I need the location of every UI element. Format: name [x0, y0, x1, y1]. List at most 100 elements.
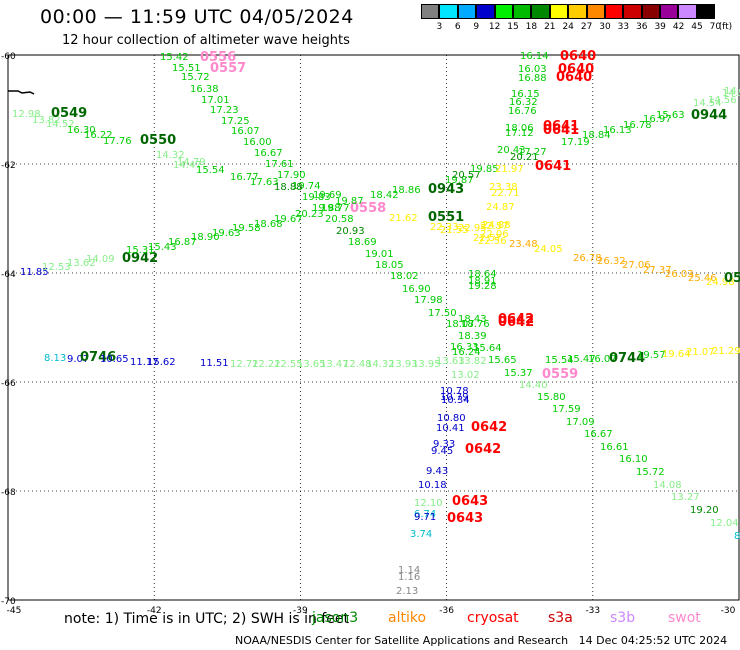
wave-height-label: 13.27 — [671, 492, 700, 503]
wave-height-label: 19.87 — [335, 196, 364, 207]
wave-height-label: 18.42 — [370, 190, 399, 201]
wave-height-label: 10.41 — [436, 423, 465, 434]
legend-swatch — [421, 4, 440, 19]
wave-height-label: 14.4 — [724, 86, 740, 97]
wave-height-label: 10.34 — [441, 395, 470, 406]
pass-time-label: 0640 — [556, 70, 592, 85]
wave-height-label: 8 — [734, 531, 740, 542]
legend-swatch — [586, 4, 605, 19]
wave-height-label: 15.43 — [148, 242, 177, 253]
wave-height-label: 24.88 — [482, 220, 511, 231]
pass-time-label: 0641 — [543, 119, 579, 134]
wave-height-label: 14.40 — [519, 380, 548, 391]
wave-height-label: 16.90 — [402, 284, 431, 295]
legend-swatch — [623, 4, 642, 19]
pass-time-label: 0556 — [200, 50, 236, 65]
wave-height-label: 16.07 — [231, 126, 260, 137]
wave-height-label: 17.25 — [221, 116, 250, 127]
pass-time-label: 0641 — [535, 159, 571, 174]
wave-height-label: 20.57 — [452, 170, 481, 181]
legend-swatch — [678, 4, 697, 19]
legend-label: 27 — [580, 22, 593, 32]
wave-height-label: 18.06 — [505, 123, 534, 134]
wave-height-label: 19.74 — [292, 181, 321, 192]
wave-height-label: 16.10 — [619, 454, 648, 465]
wave-height-label: 26.78 — [573, 253, 602, 264]
wave-height-label: 19.88 — [312, 203, 341, 214]
wave-height-label: 13.65 — [297, 359, 326, 370]
wave-height-label: 18.84 — [582, 130, 611, 141]
wave-height-label: 9.71 — [414, 512, 436, 523]
wave-height-label: 12.53 — [42, 262, 71, 273]
legend-label: 18 — [525, 22, 538, 32]
wave-height-label: 22.57 — [480, 221, 509, 232]
lon-tick-label: -33 — [585, 606, 600, 616]
wave-height-label: 14.32 — [366, 359, 395, 370]
wave-height-label: 15.72 — [636, 467, 665, 478]
map-frame — [7, 54, 740, 601]
wave-height-label: 17.90 — [277, 170, 306, 181]
wave-height-label: 20.43 — [497, 145, 526, 156]
legend-label: 33 — [617, 22, 630, 32]
wave-height-label: 16.78 — [623, 120, 652, 131]
wave-height-label: 15.80 — [537, 392, 566, 403]
footer-credit: NOAA/NESDIS Center for Satellite Applica… — [235, 634, 727, 647]
pass-time-label: 0641 — [543, 123, 579, 138]
wave-height-label: 19.57 — [637, 350, 666, 361]
wave-height-label: 17.23 — [210, 105, 239, 116]
wave-height-label: 19.77 — [321, 203, 350, 214]
page-subtitle: 12 hour collection of altimeter wave hei… — [62, 33, 350, 48]
lon-tick-label: -36 — [439, 606, 454, 616]
wave-height-label: 15.72 — [181, 72, 210, 83]
pass-time-label: 0551 — [428, 210, 464, 225]
pass-time-label: 0643 — [447, 511, 483, 526]
legend-swatch — [604, 4, 624, 19]
satellite-name: swot — [668, 610, 701, 626]
wave-height-label: 19.20 — [690, 505, 719, 516]
wave-height-label: 17.01 — [201, 95, 230, 106]
wave-height-label: 19.67 — [274, 214, 303, 225]
wave-height-label: 14.09 — [86, 254, 115, 265]
pass-time-label: 0642 — [471, 420, 507, 435]
pass-time-label: 0642 — [465, 442, 501, 457]
satellite-name: altiko — [388, 610, 427, 626]
wave-height-label: 17.09 — [566, 417, 595, 428]
wave-height-label: 17.61 — [265, 159, 294, 170]
lon-tick-label: -39 — [293, 606, 308, 616]
wave-height-label: 19.28 — [468, 281, 497, 292]
wave-height-label: 26.32 — [597, 256, 626, 267]
wave-height-label: 14.08 — [653, 480, 682, 491]
lat-tick-label: -66 — [1, 379, 16, 389]
wave-height-label: 15.65 — [488, 355, 517, 366]
wave-height-label: 19.85 — [470, 164, 499, 175]
color-legend — [421, 4, 716, 20]
wave-height-label: 3.74 — [410, 529, 432, 540]
wave-height-label: 24.98 — [706, 277, 735, 288]
wave-height-label: 17.50 — [428, 308, 457, 319]
wave-height-label: 16.13 — [603, 125, 632, 136]
wave-height-label: 16.00 — [243, 137, 272, 148]
wave-height-label: 18.64 — [468, 269, 497, 280]
wave-height-label: 18.43 — [458, 314, 487, 325]
wave-height-label: 16.24 — [452, 347, 481, 358]
wave-height-label: 16.61 — [600, 442, 629, 453]
wave-height-label: 10.79 — [440, 392, 469, 403]
wave-height-label: 21.62 — [389, 213, 418, 224]
wave-height-label: 27.37 — [643, 265, 672, 276]
legend-swatch — [568, 4, 587, 19]
wave-height-label: 10.65 — [100, 354, 129, 365]
wave-height-label: 20.23 — [295, 209, 324, 220]
wave-height-label: 16.76 — [508, 106, 537, 117]
legend-label: 3 — [436, 22, 443, 32]
wave-height-label: 18.90 — [191, 232, 220, 243]
wave-height-label: 14.56 — [708, 95, 737, 106]
wave-height-label: 22.33 — [430, 222, 459, 233]
wave-height-label: 14.54 — [722, 88, 740, 99]
wave-height-label: 22.71 — [491, 188, 520, 199]
wave-height-label: 11.51 — [200, 358, 229, 369]
wave-height-label: 14.47 — [173, 160, 202, 171]
coastline — [8, 90, 35, 95]
legend-label: 21 — [544, 22, 556, 32]
pass-time-label: 05 — [724, 271, 740, 286]
